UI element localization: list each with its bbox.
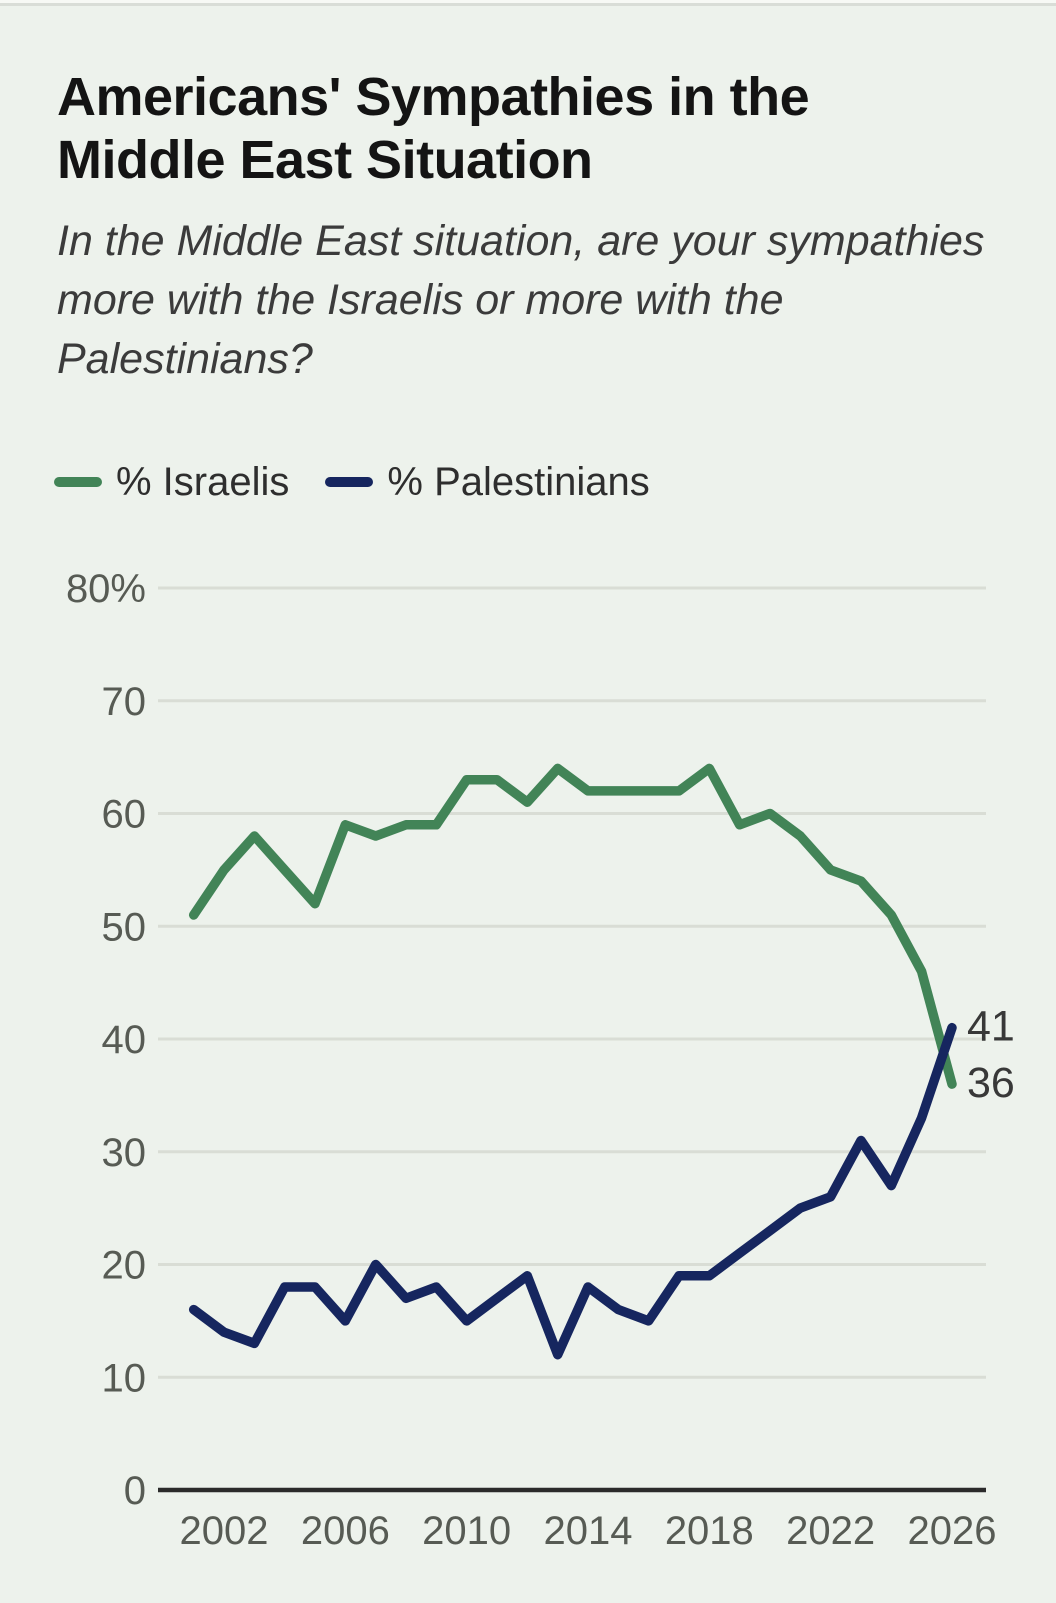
legend-item-palestinians: % Palestinians xyxy=(325,460,650,504)
y-axis-label: 70 xyxy=(102,680,147,724)
israelis-line xyxy=(188,763,957,1089)
x-axis-label: 2026 xyxy=(907,1509,996,1553)
israelis-line-marker-icon xyxy=(54,477,102,487)
legend-item-israelis: % Israelis xyxy=(54,462,289,502)
y-axis-label: 50 xyxy=(102,905,147,949)
palestinians-line xyxy=(188,1022,957,1360)
palestinians-line-marker-icon xyxy=(325,477,374,487)
legend-label-israelis: % Israelis xyxy=(116,460,290,504)
x-axis-label: 2002 xyxy=(180,1509,269,1553)
x-axis-label: 2018 xyxy=(665,1509,754,1553)
end-label-israelis: 36 xyxy=(967,1059,1015,1107)
legend: % Israelis % Palestinians xyxy=(54,462,650,502)
x-axis-label: 2014 xyxy=(543,1509,632,1553)
y-axis-label: 60 xyxy=(102,793,147,837)
x-axis-label: 2010 xyxy=(422,1509,511,1553)
x-axis-label: 2022 xyxy=(786,1509,875,1553)
y-axis-label: 10 xyxy=(102,1356,147,1400)
end-label-palestinians: 41 xyxy=(967,1003,1015,1051)
y-axis-label: 20 xyxy=(102,1244,147,1288)
top-divider xyxy=(0,3,1056,6)
legend-label-palestinians: % Palestinians xyxy=(387,460,650,504)
top-strip xyxy=(0,0,1056,3)
y-axis-label: 0 xyxy=(124,1469,146,1513)
y-axis-label: 30 xyxy=(102,1131,147,1175)
page-subtitle: In the Middle East situation, are your s… xyxy=(57,217,985,383)
y-axis-label: 40 xyxy=(102,1018,147,1062)
page-title: Americans' Sympathies in the Middle East… xyxy=(57,67,810,191)
y-axis-label: 80% xyxy=(66,567,146,611)
x-axis-label: 2006 xyxy=(301,1509,390,1553)
